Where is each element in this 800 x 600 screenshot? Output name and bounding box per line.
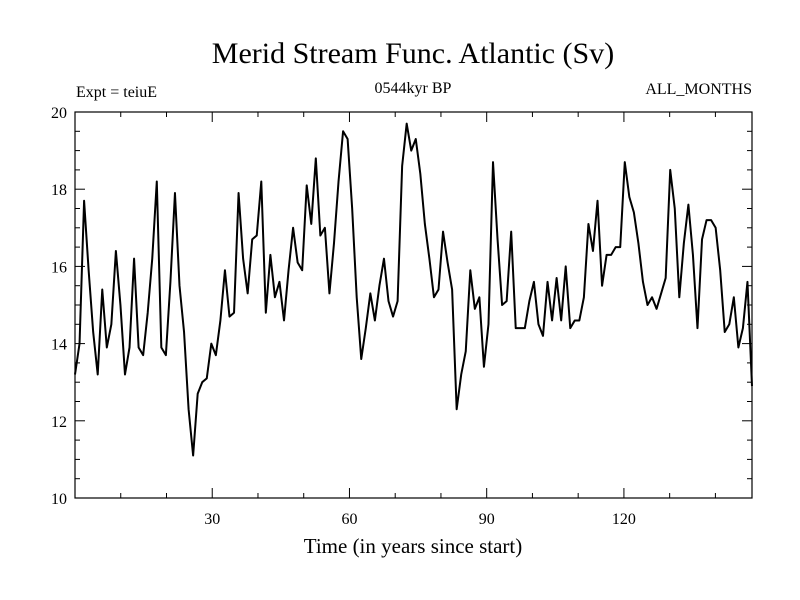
x-tick-label: 120 xyxy=(612,511,636,528)
y-tick-label: 12 xyxy=(51,414,67,431)
experiment-label: Expt = teiuE xyxy=(76,84,157,101)
y-tick-label: 14 xyxy=(51,337,67,354)
months-label: ALL_MONTHS xyxy=(645,81,752,98)
x-tick-label: 30 xyxy=(204,511,220,528)
y-tick-label: 10 xyxy=(51,491,67,508)
y-tick-label: 16 xyxy=(51,259,67,276)
y-tick-label: 18 xyxy=(51,182,67,199)
x-tick-label: 60 xyxy=(341,511,357,528)
plot-frame xyxy=(74,111,753,499)
x-axis-label: Time (in years since start) xyxy=(304,534,523,558)
y-tick-label: 20 xyxy=(51,105,67,122)
x-tick-label: 90 xyxy=(479,511,495,528)
chart-title: Merid Stream Func. Atlantic (Sv) xyxy=(212,37,614,70)
period-label: 0544kyr BP xyxy=(375,80,452,97)
series-line xyxy=(74,122,753,457)
